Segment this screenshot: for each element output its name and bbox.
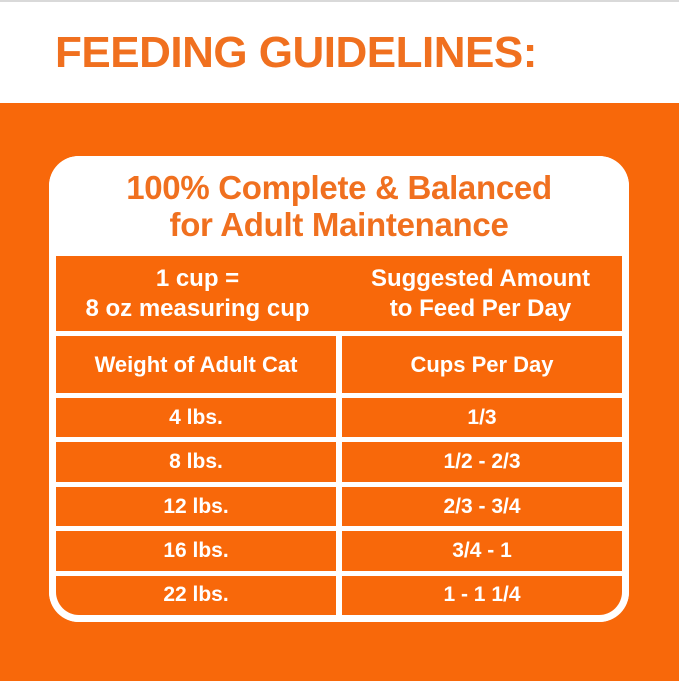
table-column-header-row: Weight of Adult Cat Cups Per Day xyxy=(56,336,622,393)
cups-value: 2/3 - 3/4 xyxy=(342,486,622,527)
weight-value: 4 lbs. xyxy=(56,398,336,438)
feeding-table: 1 cup = 8 oz measuring cup Suggested Amo… xyxy=(49,256,629,622)
orange-backdrop: 100% Complete & Balanced for Adult Maint… xyxy=(0,103,679,681)
column-header-cups: Cups Per Day xyxy=(342,336,622,393)
weight-value: 22 lbs. xyxy=(56,575,336,616)
cup-definition-line2: 8 oz measuring cup xyxy=(85,294,310,322)
title-band: FEEDING GUIDELINES: xyxy=(0,2,679,103)
weight-value: 12 lbs. xyxy=(56,486,336,527)
card-header-line1: 100% Complete & Balanced xyxy=(126,169,552,206)
table-row: 22 lbs. 1 - 1 1/4 xyxy=(56,575,622,616)
page-title: FEEDING GUIDELINES: xyxy=(55,27,537,77)
table-row: 4 lbs. 1/3 xyxy=(56,398,622,438)
suggested-amount-cell: Suggested Amount to Feed Per Day xyxy=(339,256,622,331)
cup-definition-line1: 1 cup = xyxy=(155,264,240,292)
cups-value: 1/3 xyxy=(342,398,622,438)
cup-definition-cell: 1 cup = 8 oz measuring cup xyxy=(56,256,339,331)
card-header-line2: for Adult Maintenance xyxy=(169,206,509,243)
weight-value: 16 lbs. xyxy=(56,531,336,571)
cups-value: 3/4 - 1 xyxy=(342,531,622,571)
cups-value: 1/2 - 2/3 xyxy=(342,442,622,482)
table-intro-row: 1 cup = 8 oz measuring cup Suggested Amo… xyxy=(56,256,622,331)
weight-value: 8 lbs. xyxy=(56,442,336,482)
table-row: 12 lbs. 2/3 - 3/4 xyxy=(56,486,622,527)
suggested-amount-line2: to Feed Per Day xyxy=(389,294,572,322)
cups-value: 1 - 1 1/4 xyxy=(342,575,622,616)
table-row: 16 lbs. 3/4 - 1 xyxy=(56,531,622,571)
suggested-amount-line1: Suggested Amount xyxy=(370,264,591,292)
table-row: 8 lbs. 1/2 - 2/3 xyxy=(56,442,622,482)
feeding-table-card: 100% Complete & Balanced for Adult Maint… xyxy=(49,156,629,622)
card-header: 100% Complete & Balanced for Adult Maint… xyxy=(49,156,629,256)
column-header-weight: Weight of Adult Cat xyxy=(56,336,336,393)
